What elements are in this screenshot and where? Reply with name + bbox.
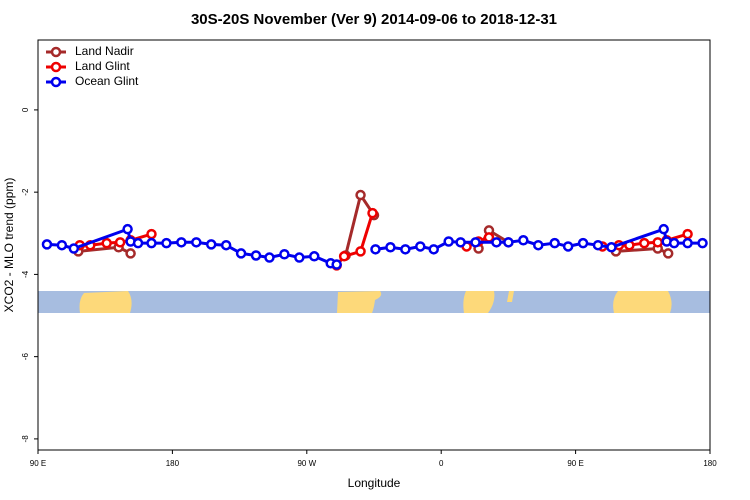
plot-frame	[37, 39, 711, 451]
data-point	[338, 251, 350, 262]
data-point	[101, 237, 112, 249]
x-tick-label: 90 W	[297, 459, 316, 468]
data-point	[562, 241, 574, 252]
data-point	[279, 249, 290, 260]
data-point	[220, 239, 232, 251]
data-point	[682, 237, 693, 249]
data-point	[577, 237, 589, 249]
series	[41, 223, 708, 270]
data-point	[639, 237, 650, 249]
data-point	[264, 252, 275, 263]
x-axis-label: Longitude	[348, 476, 401, 490]
data-point	[146, 237, 157, 249]
y-tick-label: -2	[21, 188, 30, 196]
y-tick-label: -4	[21, 270, 30, 278]
land-blob	[463, 291, 495, 313]
data-point	[355, 189, 366, 201]
data-point	[355, 246, 366, 257]
data-point	[549, 237, 560, 249]
legend-marker	[50, 46, 62, 58]
data-point	[331, 259, 342, 270]
y-tick-label: -8	[21, 435, 30, 443]
data-point	[122, 223, 133, 235]
data-point	[470, 237, 481, 248]
data-point	[41, 239, 53, 250]
data-point	[503, 237, 514, 248]
data-point	[56, 239, 68, 251]
x-tick-label: 90 E	[30, 459, 46, 468]
land-blob	[613, 291, 672, 313]
series-line	[79, 212, 689, 267]
data-point	[428, 244, 439, 255]
land-blob	[337, 291, 382, 313]
data-point	[682, 228, 693, 240]
data-point	[443, 236, 454, 247]
x-tick-label: 90 E	[567, 459, 583, 468]
data-point	[400, 244, 411, 255]
legend-label: Land Glint	[75, 59, 130, 73]
data-point	[114, 237, 126, 248]
data-point	[132, 237, 144, 249]
legend-marker	[50, 76, 62, 88]
data-point	[191, 237, 202, 248]
x-tick-label: 180	[166, 459, 180, 468]
data-point	[697, 237, 708, 249]
data-point	[294, 252, 305, 263]
y-tick-label: -6	[21, 353, 30, 361]
data-point	[68, 243, 80, 254]
data-point	[592, 239, 604, 251]
data-point	[658, 223, 669, 235]
data-point	[125, 248, 136, 259]
data-point	[161, 237, 172, 249]
x-tick-label: 180	[703, 459, 717, 468]
y-axis-label: XCO2 - MLO trend (ppm)	[2, 178, 16, 313]
data-point	[370, 244, 381, 255]
x-tick-label: 0	[439, 459, 444, 468]
data-point	[205, 239, 217, 250]
data-point	[491, 237, 502, 248]
y-tick-label: 0	[21, 107, 30, 112]
land-blob	[507, 291, 514, 302]
legend-label: Land Nadir	[75, 44, 134, 58]
data-point	[518, 235, 529, 246]
data-point	[309, 251, 320, 262]
data-point	[652, 237, 663, 248]
data-point	[176, 237, 187, 248]
legend-label: Ocean Glint	[75, 74, 139, 88]
data-point	[668, 237, 680, 249]
data-point	[235, 248, 247, 259]
data-point	[146, 228, 157, 240]
map-strip	[38, 291, 710, 313]
data-point	[367, 207, 378, 219]
data-point	[250, 250, 262, 261]
data-point	[415, 241, 426, 252]
land-blob	[79, 291, 132, 313]
data-point	[533, 239, 544, 251]
data-point	[662, 248, 674, 259]
data-point	[606, 242, 617, 253]
data-point	[455, 237, 466, 248]
data-point	[385, 242, 396, 253]
legend-marker	[50, 61, 62, 73]
chart-title: 30S-20S November (Ver 9) 2014-09-06 to 2…	[191, 11, 557, 28]
